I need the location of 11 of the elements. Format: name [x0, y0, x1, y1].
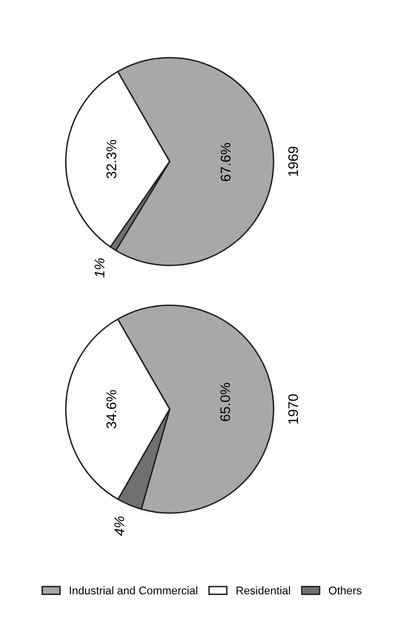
data-label: 1% [94, 258, 104, 278]
legend-label: Others [328, 586, 362, 594]
data-label: 67.6% [220, 142, 231, 182]
data-label: 34.6% [106, 390, 116, 428]
legend-label: Residential [236, 586, 290, 594]
data-label: 4% [114, 516, 124, 536]
data-label: 65.0% [220, 382, 230, 422]
data-label: 32.3% [106, 140, 116, 178]
text: 1969 [288, 146, 298, 176]
text: 1970 [288, 394, 298, 424]
legend-label: Industrial and Commercial [70, 586, 198, 594]
